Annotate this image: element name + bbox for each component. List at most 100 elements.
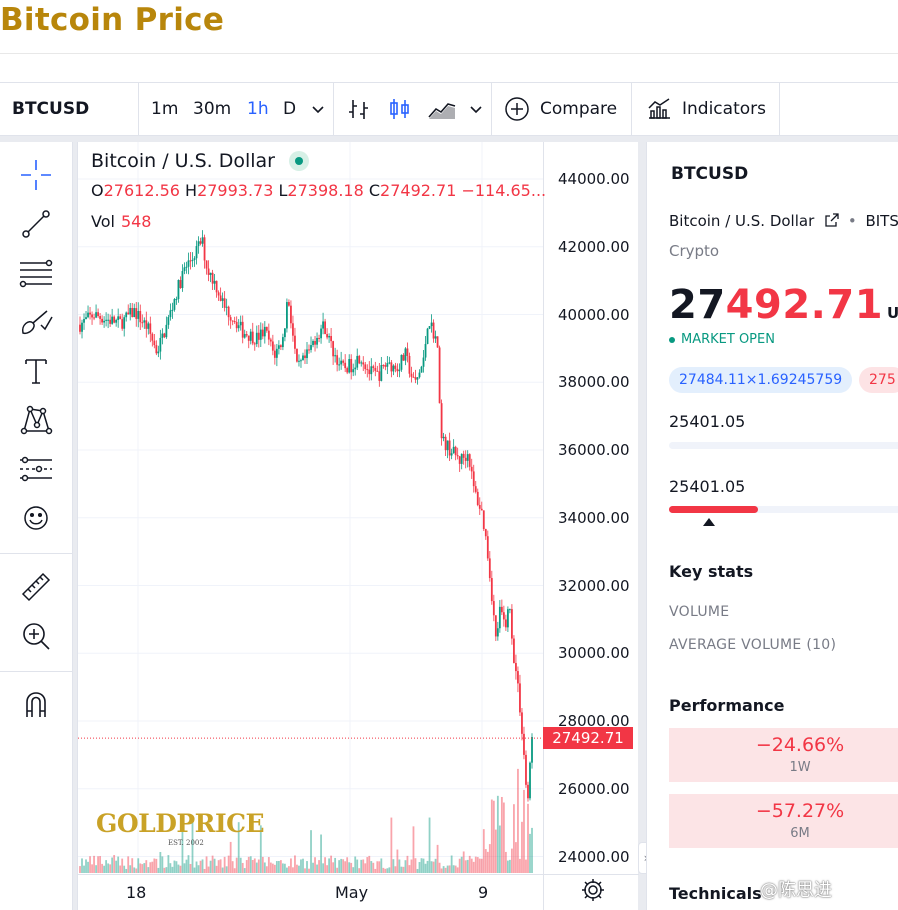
candle xyxy=(416,377,419,385)
volume-bar xyxy=(286,867,288,873)
candle-chart-type-icon[interactable] xyxy=(387,83,413,135)
ruler-icon[interactable] xyxy=(16,567,56,607)
compare-button[interactable]: Compare xyxy=(504,83,617,135)
interval-d-button[interactable]: D xyxy=(283,99,297,119)
candle xyxy=(370,358,373,381)
volume-bar xyxy=(382,867,385,873)
candle xyxy=(267,323,270,346)
area-chart-type-icon[interactable] xyxy=(427,83,457,135)
chart-panel[interactable]: Bitcoin / U.S. Dollar O27612.56 H27993.7… xyxy=(77,142,639,910)
candle xyxy=(472,464,475,493)
candle xyxy=(119,313,122,320)
volume-bar xyxy=(135,868,138,873)
chart-type-dropdown-chevron-icon[interactable] xyxy=(468,83,484,135)
candle xyxy=(382,364,385,369)
stat-volume-label: VOLUME xyxy=(669,604,730,620)
candle xyxy=(326,328,328,340)
text-icon[interactable] xyxy=(16,351,56,391)
candle xyxy=(302,352,304,361)
tools-divider xyxy=(0,671,73,672)
volume-bar xyxy=(432,861,435,873)
candle xyxy=(432,319,435,343)
performance-1w-box[interactable]: −24.66% 1W xyxy=(669,728,898,782)
volume-bar xyxy=(207,866,210,873)
candle xyxy=(207,260,210,282)
performance-6m-box[interactable]: −57.27% 6M xyxy=(669,794,898,848)
volume-value: 548 xyxy=(120,212,152,231)
tools-divider xyxy=(0,553,73,554)
candle xyxy=(121,313,124,331)
candle xyxy=(392,364,395,376)
candle xyxy=(93,313,95,321)
magnet-icon[interactable] xyxy=(16,684,56,724)
external-link-icon[interactable] xyxy=(825,213,839,227)
market-status-text: MARKET OPEN xyxy=(681,332,775,347)
candle xyxy=(390,359,393,378)
candle xyxy=(502,605,505,627)
candle xyxy=(161,328,164,345)
trend-line-icon[interactable] xyxy=(16,204,56,244)
volume-bar xyxy=(219,859,222,873)
volume-bar xyxy=(197,865,200,873)
technicals-heading: Technicals xyxy=(669,884,762,903)
zoom-in-icon[interactable] xyxy=(16,616,56,656)
candle xyxy=(470,458,473,479)
volume-bar xyxy=(95,865,97,873)
brush-icon[interactable] xyxy=(16,302,56,342)
fib-retracement-icon[interactable] xyxy=(16,253,56,293)
crosshair-icon[interactable] xyxy=(16,155,56,195)
candle xyxy=(253,341,256,351)
candle xyxy=(442,432,445,442)
volume-bar xyxy=(251,860,254,873)
candle xyxy=(523,726,525,760)
volume-bar xyxy=(153,858,156,873)
volume-bar xyxy=(151,861,154,873)
price-chart[interactable] xyxy=(78,142,639,910)
interval-30m-button[interactable]: 30m xyxy=(193,99,232,119)
volume-bar xyxy=(404,860,407,873)
pattern-icon[interactable] xyxy=(16,400,56,440)
price-axis-label: 24000.00 xyxy=(558,847,630,866)
interval-1h-button[interactable]: 1h xyxy=(247,99,269,119)
price-changed-digits: 492.71 xyxy=(725,282,884,328)
price-axis-label: 42000.00 xyxy=(558,237,630,256)
indicators-button[interactable]: Indicators xyxy=(646,83,766,135)
ohlc-open: 27612.56 xyxy=(103,181,180,200)
candle xyxy=(177,279,180,303)
volume-bar xyxy=(231,861,234,873)
volume-bar xyxy=(261,856,264,873)
interval-1m-button[interactable]: 1m xyxy=(151,99,179,119)
candle xyxy=(185,261,188,274)
candle xyxy=(123,315,126,337)
time-axis[interactable]: 18 May 9 xyxy=(78,874,639,910)
volume-bar xyxy=(143,863,146,873)
details-name[interactable]: Bitcoin / U.S. Dollar • BITST xyxy=(669,212,898,230)
volume-bar xyxy=(193,867,196,873)
symbol-search-button[interactable]: BTCUSD xyxy=(12,99,90,119)
volume-bar xyxy=(119,865,122,873)
market-status-dot-icon xyxy=(669,336,675,343)
candle xyxy=(298,354,300,367)
candle xyxy=(476,488,479,507)
candle xyxy=(525,750,527,788)
volume-bar xyxy=(366,857,369,873)
volume-bar xyxy=(265,866,268,873)
forecast-icon[interactable] xyxy=(16,449,56,489)
candle xyxy=(195,240,198,265)
volume-bar xyxy=(354,856,357,873)
candle xyxy=(404,347,407,366)
toolbar-divider xyxy=(779,83,780,135)
candle xyxy=(492,594,495,622)
candle xyxy=(245,331,248,338)
candle xyxy=(396,363,399,377)
candle xyxy=(519,674,521,717)
chart-settings-gear-icon[interactable] xyxy=(580,877,606,903)
candle xyxy=(312,339,314,348)
candle xyxy=(460,453,463,470)
emoji-icon[interactable] xyxy=(16,498,56,538)
volume-bar xyxy=(454,865,457,873)
candle xyxy=(314,335,316,352)
bar-chart-type-icon[interactable] xyxy=(346,83,372,135)
interval-dropdown-chevron-icon[interactable] xyxy=(310,83,326,135)
candle xyxy=(255,325,258,347)
